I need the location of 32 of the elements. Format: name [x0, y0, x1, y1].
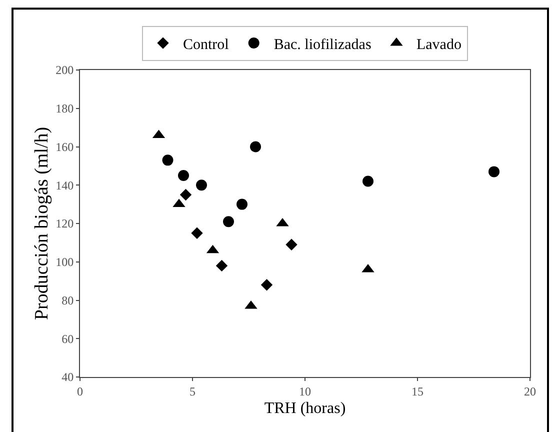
point	[191, 227, 203, 239]
legend-label: Bac. liofilizadas	[274, 36, 372, 53]
point	[223, 216, 234, 228]
point	[162, 154, 174, 166]
point	[180, 188, 192, 201]
y-tick-label: 160	[56, 140, 74, 154]
x-tick-label: 0	[77, 384, 83, 398]
x-axis-title: TRH (horas)	[264, 400, 346, 418]
x-tick-label: 10	[299, 384, 311, 398]
y-tick-label: 40	[62, 370, 74, 384]
y-tick-label: 180	[56, 102, 74, 116]
point	[250, 141, 261, 152]
x-tick-label: 5	[190, 384, 196, 398]
point	[178, 170, 189, 182]
x-tick-label: 20	[524, 384, 536, 398]
point	[488, 166, 500, 178]
point	[362, 176, 374, 187]
legend-label: Control	[183, 36, 229, 53]
y-tick-label: 120	[56, 216, 74, 231]
y-tick-label: 60	[62, 332, 74, 346]
legend-label: Lavado	[416, 36, 462, 53]
y-axis-title: Producción biogás (ml/h)	[31, 126, 52, 320]
point	[216, 260, 228, 272]
point	[286, 238, 298, 250]
y-tick-label: 100	[56, 255, 74, 270]
x-tick-label: 15	[412, 384, 424, 398]
point	[196, 180, 207, 191]
point	[260, 279, 273, 291]
point	[236, 198, 248, 210]
y-tick-label: 140	[56, 178, 74, 192]
y-tick-label: 80	[62, 293, 74, 308]
y-tick-label: 200	[56, 63, 74, 78]
